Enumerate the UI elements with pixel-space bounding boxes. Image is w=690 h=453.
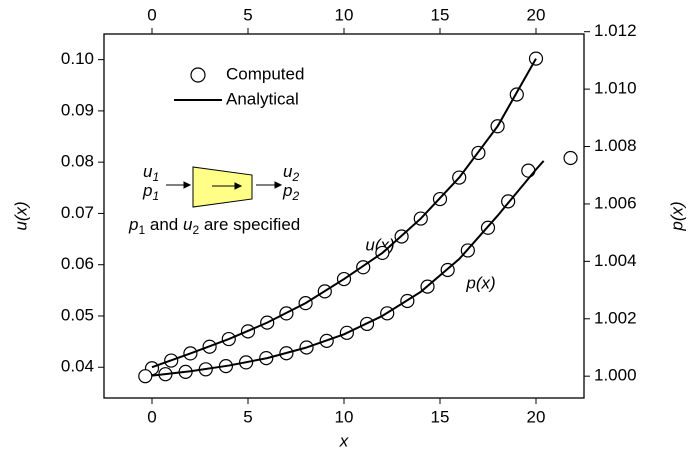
x2-tick-label: 5 <box>243 5 252 24</box>
y2-tick-label: 1.002 <box>594 308 637 327</box>
y-tick-label: 0.08 <box>61 152 94 171</box>
x2-tick-label: 20 <box>527 5 546 24</box>
inset-diagram: u1 p1 u2 p2 p1 and u2 are specified <box>128 162 300 237</box>
y2-axis-label: p(x) <box>667 201 686 231</box>
analytical-line <box>151 160 545 377</box>
y-tick-label: 0.06 <box>61 254 94 273</box>
y-axis-label: u(x) <box>11 201 30 230</box>
x2-tick-label: 15 <box>431 5 450 24</box>
x-tick-label: 0 <box>147 407 156 426</box>
legend-label: Computed <box>226 64 304 83</box>
computed-point <box>138 369 153 384</box>
y-tick-label: 0.04 <box>61 357 94 376</box>
y-tick-label: 0.05 <box>61 305 94 324</box>
x2-tick-label: 10 <box>335 5 354 24</box>
computed-point <box>528 51 544 66</box>
y2-tick-label: 1.000 <box>594 366 637 385</box>
inlet-label: p1 <box>142 181 159 203</box>
y-tick-label: 0.09 <box>61 100 94 119</box>
outlet-label: u2 <box>283 162 299 184</box>
x-tick-label: 5 <box>243 407 252 426</box>
x-tick-label: 10 <box>335 407 354 426</box>
x-axis-label: x <box>339 431 349 450</box>
inlet-label: u1 <box>143 162 159 184</box>
y2-tick-label: 1.006 <box>594 193 637 212</box>
y2-tick-label: 1.004 <box>594 251 637 270</box>
curve-label: p(x) <box>465 273 495 292</box>
legend-label: Analytical <box>226 89 299 108</box>
y-tick-label: 0.10 <box>61 49 94 68</box>
x-tick-label: 15 <box>431 407 450 426</box>
y2-tick-label: 1.012 <box>594 21 637 40</box>
y-tick-label: 0.07 <box>61 203 94 222</box>
y2-tick-label: 1.008 <box>594 136 637 155</box>
arrows <box>166 181 283 190</box>
computed-point <box>563 150 578 166</box>
legend-marker <box>190 67 206 83</box>
outlet-label: p2 <box>282 181 299 203</box>
analytical-line <box>151 58 537 369</box>
computed-point <box>521 163 536 178</box>
x-tick-label: 20 <box>527 407 546 426</box>
x2-tick-label: 0 <box>147 5 156 24</box>
duct-shape <box>192 166 253 208</box>
inset-caption: p1 and u2 are specified <box>128 215 300 237</box>
y2-tick-label: 1.010 <box>594 79 637 98</box>
